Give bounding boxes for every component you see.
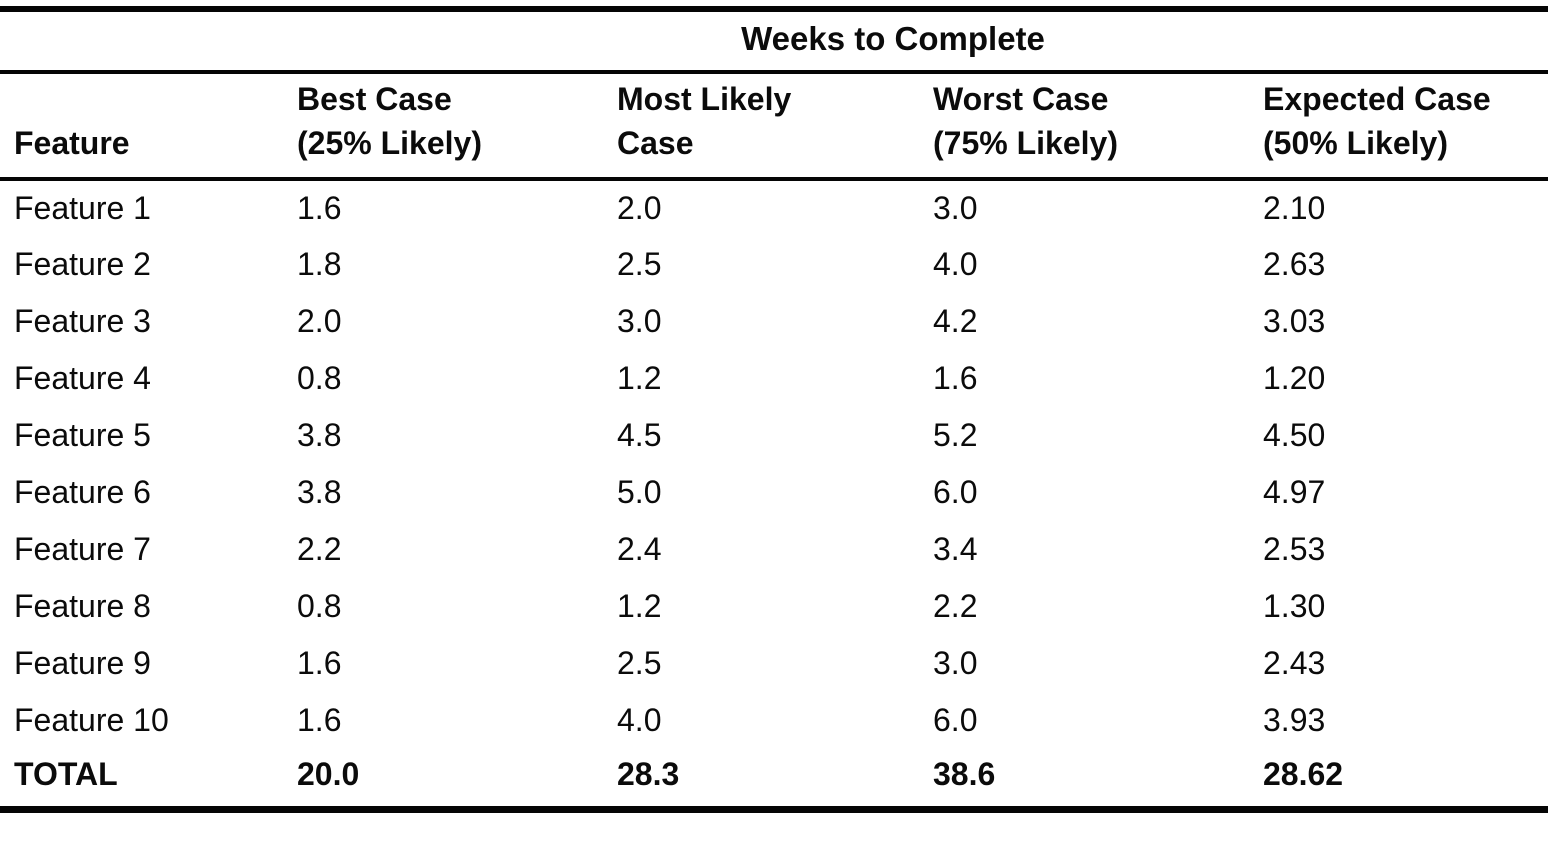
column-header-line: Case: [617, 125, 694, 161]
total-row: TOTAL 20.0 28.3 38.6 28.62: [0, 749, 1548, 809]
total-expected: 28.62: [1263, 755, 1344, 792]
column-header-line: Most Likely: [617, 81, 792, 117]
worst-case-cell: 1.6: [933, 360, 978, 396]
column-header-line: (75% Likely): [933, 125, 1118, 161]
expected-case-cell: 3.93: [1263, 702, 1326, 738]
table-row: Feature 8 0.8 1.2 2.2 1.30: [0, 578, 1548, 635]
feature-cell: Feature 8: [14, 588, 151, 624]
table-row: Feature 5 3.8 4.5 5.2 4.50: [0, 407, 1548, 464]
total-label: TOTAL: [14, 755, 118, 792]
total-worst-case: 38.6: [933, 755, 996, 792]
most-likely-cell: 2.5: [617, 645, 662, 681]
best-case-cell: 0.8: [297, 588, 342, 624]
worst-case-cell: 4.2: [933, 303, 978, 339]
most-likely-cell: 2.0: [617, 190, 662, 226]
expected-case-cell: 1.20: [1263, 360, 1326, 396]
expected-case-cell: 4.50: [1263, 417, 1326, 453]
column-header-best-case: Best Case (25% Likely): [283, 72, 603, 179]
table-row: Feature 1 1.6 2.0 3.0 2.10: [0, 179, 1548, 236]
table-row: Feature 3 2.0 3.0 4.2 3.03: [0, 293, 1548, 350]
most-likely-cell: 5.0: [617, 474, 662, 510]
worst-case-cell: 3.0: [933, 190, 978, 226]
feature-cell: Feature 4: [14, 360, 151, 396]
table-row: Feature 4 0.8 1.2 1.6 1.20: [0, 350, 1548, 407]
worst-case-cell: 6.0: [933, 702, 978, 738]
feature-cell: Feature 10: [14, 702, 169, 738]
best-case-cell: 1.6: [297, 702, 342, 738]
feature-cell: Feature 6: [14, 474, 151, 510]
expected-case-cell: 2.43: [1263, 645, 1326, 681]
most-likely-cell: 3.0: [617, 303, 662, 339]
most-likely-cell: 2.4: [617, 531, 662, 567]
most-likely-cell: 1.2: [617, 588, 662, 624]
spanner-row: Weeks to Complete: [0, 9, 1548, 72]
column-header-expected-case: Expected Case (50% Likely): [1249, 72, 1548, 179]
column-header-line: Worst Case: [933, 81, 1109, 117]
table-row: Feature 7 2.2 2.4 3.4 2.53: [0, 521, 1548, 578]
total-most-likely: 28.3: [617, 755, 680, 792]
best-case-cell: 2.0: [297, 303, 342, 339]
table-row: Feature 2 1.8 2.5 4.0 2.63: [0, 236, 1548, 293]
table-row: Feature 6 3.8 5.0 6.0 4.97: [0, 464, 1548, 521]
expected-case-cell: 2.53: [1263, 531, 1326, 567]
column-header-line: (25% Likely): [297, 125, 482, 161]
feature-cell: Feature 2: [14, 246, 151, 282]
best-case-cell: 3.8: [297, 417, 342, 453]
worst-case-cell: 2.2: [933, 588, 978, 624]
table-row: Feature 9 1.6 2.5 3.0 2.43: [0, 635, 1548, 692]
expected-case-cell: 4.97: [1263, 474, 1326, 510]
expected-case-cell: 2.10: [1263, 190, 1326, 226]
most-likely-cell: 4.5: [617, 417, 662, 453]
worst-case-cell: 3.4: [933, 531, 978, 567]
column-header-worst-case: Worst Case (75% Likely): [919, 72, 1249, 179]
column-header-line: Feature: [14, 125, 130, 161]
feature-cell: Feature 7: [14, 531, 151, 567]
feature-cell: Feature 3: [14, 303, 151, 339]
best-case-cell: 0.8: [297, 360, 342, 396]
worst-case-cell: 4.0: [933, 246, 978, 282]
most-likely-cell: 2.5: [617, 246, 662, 282]
table-header: Weeks to Complete Feature Best Case (25%…: [0, 9, 1548, 179]
worst-case-cell: 5.2: [933, 417, 978, 453]
column-header-line: Best Case: [297, 81, 452, 117]
most-likely-cell: 1.2: [617, 360, 662, 396]
expected-case-cell: 3.03: [1263, 303, 1326, 339]
best-case-cell: 1.6: [297, 190, 342, 226]
best-case-cell: 3.8: [297, 474, 342, 510]
column-header-line: Expected Case: [1263, 81, 1491, 117]
most-likely-cell: 4.0: [617, 702, 662, 738]
best-case-cell: 1.6: [297, 645, 342, 681]
table-title: Weeks to Complete: [741, 20, 1045, 57]
worst-case-cell: 6.0: [933, 474, 978, 510]
expected-case-cell: 2.63: [1263, 246, 1326, 282]
total-best-case: 20.0: [297, 755, 360, 792]
feature-cell: Feature 1: [14, 190, 151, 226]
column-header-most-likely-case: Most Likely Case: [603, 72, 919, 179]
estimation-table: Weeks to Complete Feature Best Case (25%…: [0, 6, 1548, 813]
column-header-line: (50% Likely): [1263, 125, 1448, 161]
best-case-cell: 1.8: [297, 246, 342, 282]
table-body: Feature 1 1.6 2.0 3.0 2.10 Feature 2 1.8 2.5 4.0…: [0, 179, 1548, 749]
table-footer: TOTAL 20.0 28.3 38.6 28.62: [0, 749, 1548, 809]
column-header-feature: Feature: [0, 72, 283, 179]
column-header-row: Feature Best Case (25% Likely) Most Like…: [0, 72, 1548, 179]
table-row: Feature 10 1.6 4.0 6.0 3.93: [0, 692, 1548, 749]
spanner-spacer: [0, 9, 283, 72]
expected-case-cell: 1.30: [1263, 588, 1326, 624]
worst-case-cell: 3.0: [933, 645, 978, 681]
feature-cell: Feature 9: [14, 645, 151, 681]
feature-cell: Feature 5: [14, 417, 151, 453]
best-case-cell: 2.2: [297, 531, 342, 567]
